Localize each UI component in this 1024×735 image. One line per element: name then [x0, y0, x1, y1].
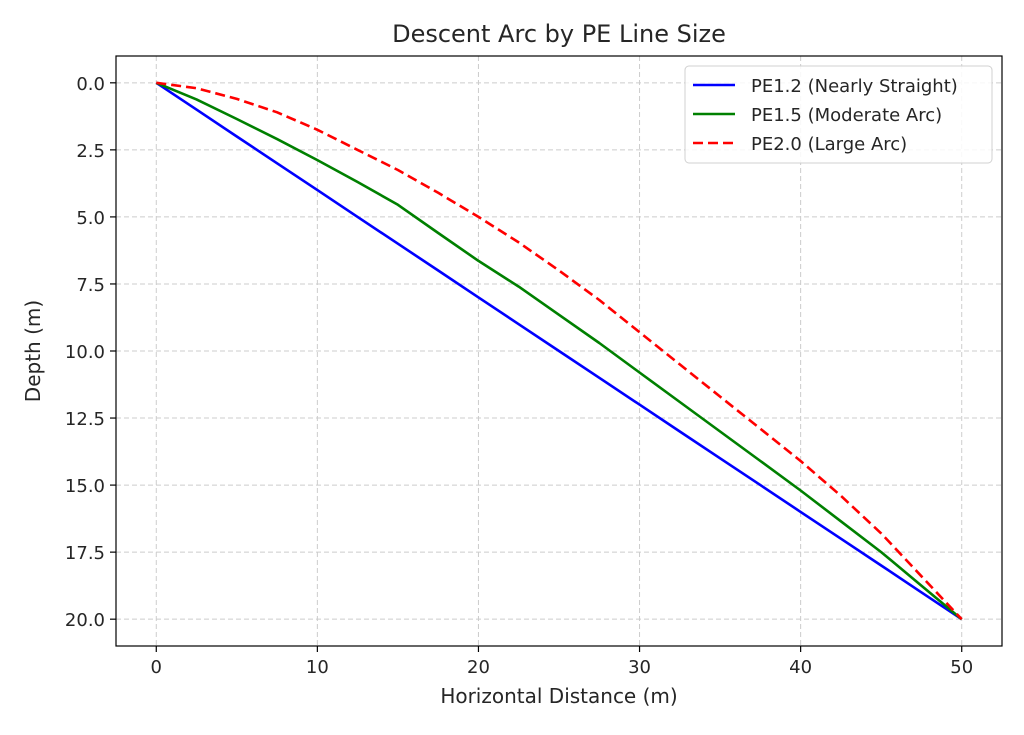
x-axis-label: Horizontal Distance (m)	[440, 684, 677, 708]
x-tick-label: 50	[950, 657, 973, 678]
y-tick-label: 17.5	[65, 543, 105, 564]
y-tick-label: 15.0	[65, 476, 105, 497]
y-tick-label: 20.0	[65, 610, 105, 631]
y-tick-label: 0.0	[76, 74, 105, 95]
series-line-3	[156, 81, 963, 621]
grid	[116, 56, 1002, 646]
chart-title: Descent Arc by PE Line Size	[392, 20, 726, 48]
y-tick-label: 2.5	[76, 141, 105, 162]
x-tick-label: 10	[306, 657, 329, 678]
series-line-2	[155, 81, 963, 621]
x-tick-label: 20	[467, 657, 490, 678]
y-tick-label: 5.0	[76, 208, 105, 229]
y-tick-label: 10.0	[65, 342, 105, 363]
series-lines	[155, 81, 963, 621]
legend-label: PE2.0 (Large Arc)	[751, 134, 907, 155]
series-line-1	[155, 81, 963, 621]
legend: PE1.2 (Nearly Straight) PE1.5 (Moderate A…	[684, 65, 993, 164]
legend-label: PE1.2 (Nearly Straight)	[751, 76, 958, 97]
legend-label: PE1.5 (Moderate Arc)	[751, 105, 942, 126]
legend-box	[684, 65, 993, 164]
y-axis-ticks: 0.0 2.5 5.0 7.5 10.0 12.5 15.0 17.5 20.0	[65, 74, 116, 631]
y-axis-label: Depth (m)	[21, 300, 45, 402]
y-tick-label: 7.5	[76, 275, 105, 296]
x-tick-label: 30	[628, 657, 651, 678]
y-tick-label: 12.5	[65, 409, 105, 430]
x-axis-ticks: 0 10 20 30 40 50	[151, 646, 973, 678]
x-tick-label: 40	[789, 657, 812, 678]
x-tick-label: 0	[151, 657, 162, 678]
